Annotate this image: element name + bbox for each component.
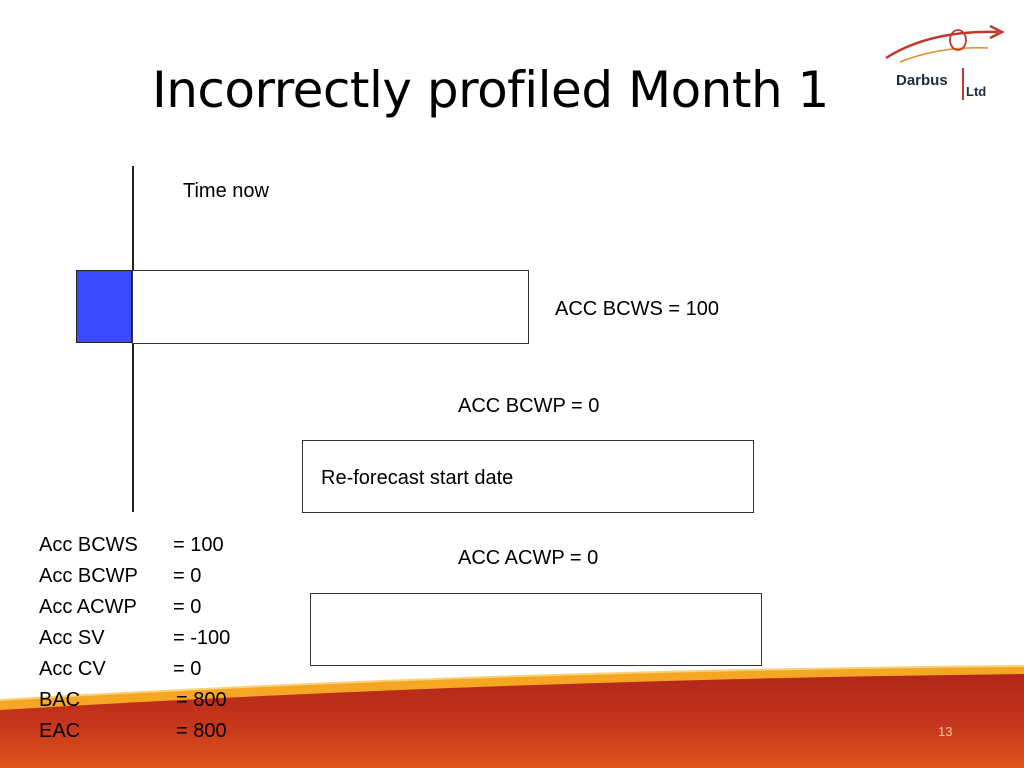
summary-key: Acc CV <box>39 658 106 680</box>
planned-work-bar <box>132 270 529 344</box>
summary-value: = 100 <box>173 534 224 556</box>
acc-bcws-label: ACC BCWS = 100 <box>555 298 719 320</box>
summary-value: = 800 <box>176 689 227 711</box>
slide-title: Incorrectly profiled Month 1 <box>152 61 829 119</box>
logo-swoosh-icon <box>885 24 1005 63</box>
earned-value-block <box>76 270 132 343</box>
summary-value: = 800 <box>176 720 227 742</box>
logo-suffix: Ltd <box>966 84 987 99</box>
summary-key: EAC <box>39 720 81 742</box>
summary-key: Acc ACWP <box>39 596 137 618</box>
page-number: 13 <box>938 724 953 739</box>
summary-value: = 0 <box>173 596 202 618</box>
summary-value: = 0 <box>173 565 202 587</box>
acc-bcwp-label: ACC BCWP = 0 <box>458 395 600 417</box>
logo-name: Darbus <box>896 72 948 89</box>
reforecast-label: Re-forecast start date <box>321 467 514 489</box>
summary-value: = -100 <box>173 627 231 649</box>
summary-key: Acc BCWP <box>39 565 138 587</box>
reforecast-box: Re-forecast start date <box>302 440 754 513</box>
actual-cost-bar <box>310 593 762 666</box>
bottom-decorative-band <box>0 665 1024 768</box>
time-now-label: Time now <box>183 180 269 202</box>
summary-key: BAC <box>39 689 81 711</box>
summary-key: Acc SV <box>39 627 105 649</box>
acc-acwp-label: ACC ACWP = 0 <box>458 547 599 569</box>
logo-divider <box>962 68 964 100</box>
darbus-logo: Darbus Ltd <box>880 14 1010 114</box>
summary-value: = 0 <box>173 658 202 680</box>
summary-key: Acc BCWS <box>39 534 138 556</box>
